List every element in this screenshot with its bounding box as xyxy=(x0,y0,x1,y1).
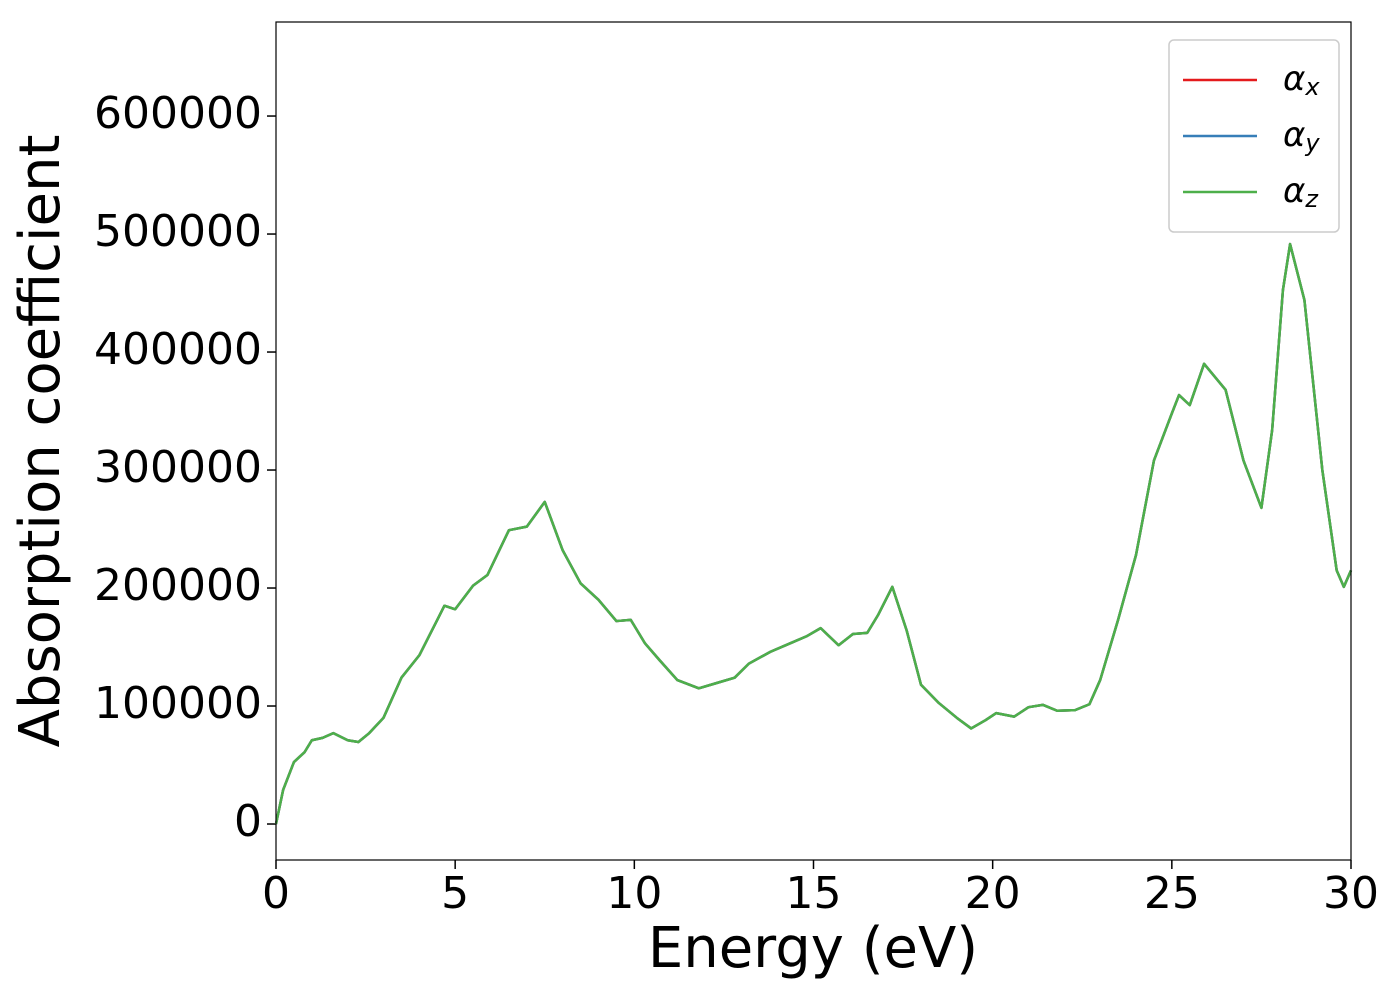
legend-label: αy xyxy=(1283,115,1320,158)
x-axis-label: Energy (eV) xyxy=(648,916,978,981)
y-axis-label: Absorption coefficient xyxy=(8,135,73,748)
y-tick-label: 500000 xyxy=(94,206,262,257)
data-line xyxy=(274,242,1353,825)
x-tick-label: 15 xyxy=(786,868,842,919)
x-tick-label: 25 xyxy=(1144,868,1200,919)
x-tick-label: 20 xyxy=(965,868,1021,919)
legend-label: αx xyxy=(1283,59,1320,102)
y-tick-label: 400000 xyxy=(94,324,262,375)
y-tick-label: 0 xyxy=(234,796,262,847)
x-tick-label: 30 xyxy=(1323,868,1379,919)
data-line xyxy=(274,242,1353,825)
plot-frame xyxy=(275,21,1352,861)
x-tick-label: 0 xyxy=(262,868,290,919)
legend-label: αz xyxy=(1283,171,1319,214)
x-tick-label: 5 xyxy=(441,868,469,919)
y-tick-label: 100000 xyxy=(94,678,262,729)
legend: αx αy αz xyxy=(1168,39,1340,233)
x-tick-label: 10 xyxy=(606,868,662,919)
data-line xyxy=(274,242,1353,825)
y-tick-label: 300000 xyxy=(94,442,262,493)
y-tick-label: 600000 xyxy=(94,88,262,139)
y-tick-label: 200000 xyxy=(94,560,262,611)
